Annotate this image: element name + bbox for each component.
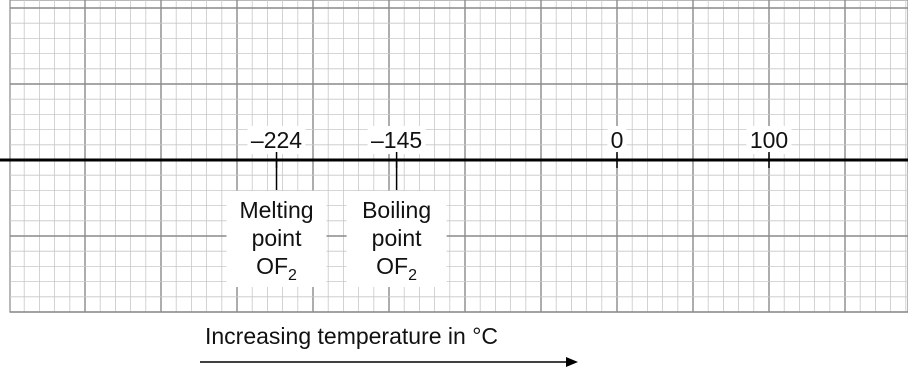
tick-label: –145 bbox=[371, 127, 422, 153]
tick-label-backing bbox=[367, 126, 426, 154]
melting-point-label-line: point bbox=[252, 225, 302, 251]
tick-label: 0 bbox=[611, 127, 624, 153]
tick-label-backing bbox=[607, 126, 627, 154]
boiling-point-label-line: point bbox=[372, 225, 422, 251]
tick-label-backing bbox=[247, 126, 306, 154]
direction-arrow-head bbox=[566, 357, 578, 367]
tick-label: –224 bbox=[251, 127, 302, 153]
boiling-point-label-backing bbox=[346, 191, 447, 287]
grid-border bbox=[9, 0, 908, 313]
melting-point-label-backing bbox=[226, 191, 327, 287]
melting-point-formula: OF2 bbox=[256, 253, 297, 284]
melting-point-label-line: Melting bbox=[239, 197, 313, 223]
tick-label: 100 bbox=[750, 127, 788, 153]
tick-label-backing bbox=[746, 126, 792, 154]
boiling-point-formula: OF2 bbox=[376, 253, 417, 284]
boiling-point-label-line: Boiling bbox=[362, 197, 431, 223]
axis-caption: Increasing temperature in °C bbox=[205, 323, 499, 349]
graph-paper-grid bbox=[9, 0, 908, 313]
axis-ticks: –224 –145 0 100 bbox=[247, 126, 792, 168]
